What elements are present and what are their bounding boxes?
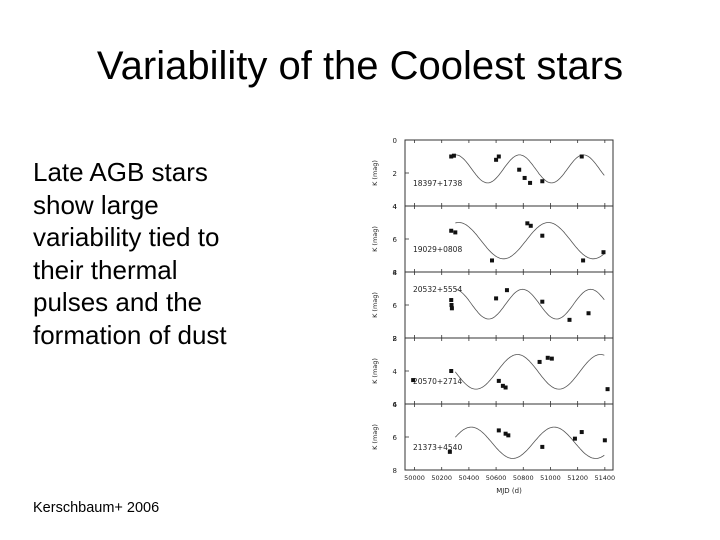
bullet-text: Late AGB stars show large variability ti… <box>33 156 353 351</box>
x-tick-label: 50400 <box>459 474 480 482</box>
panel-frame <box>404 337 614 405</box>
y-tick-label: 6 <box>393 401 398 409</box>
bullet-line: variability tied to <box>33 222 220 252</box>
data-point <box>449 298 454 303</box>
y-tick-label: 8 <box>393 269 397 277</box>
data-point <box>528 223 533 228</box>
fit-curve <box>455 222 605 260</box>
y-axis-label: K (mag) <box>371 292 379 318</box>
star-name: 20532+5554 <box>413 285 462 294</box>
x-tick-label: 51000 <box>540 474 561 482</box>
data-point <box>567 317 572 322</box>
data-point <box>601 250 606 255</box>
slide-title: Variability of the Coolest stars <box>96 44 624 88</box>
y-tick-label: 4 <box>393 203 398 211</box>
data-point <box>453 230 458 235</box>
y-tick-label: 6 <box>393 434 398 442</box>
data-point <box>540 299 545 304</box>
data-point <box>411 378 416 383</box>
data-point <box>449 306 454 311</box>
data-point <box>494 157 499 162</box>
x-tick-label: 51200 <box>567 474 588 482</box>
data-point <box>503 385 508 390</box>
y-tick-label: 4 <box>393 269 398 277</box>
y-axis-label: K (mag) <box>371 424 379 450</box>
data-point <box>540 179 545 184</box>
data-point <box>549 356 554 361</box>
data-point <box>506 433 511 438</box>
data-point <box>586 311 591 316</box>
y-tick-label: 4 <box>393 401 398 409</box>
star-name: 18397+1738 <box>413 179 462 188</box>
data-point <box>503 431 508 436</box>
data-point <box>545 355 550 360</box>
data-point <box>522 175 527 180</box>
data-point <box>449 303 454 307</box>
panel-frame <box>404 271 614 339</box>
fit-curve <box>454 354 605 390</box>
data-point <box>579 154 584 159</box>
star-name: 21373+4540 <box>413 443 462 452</box>
data-point <box>496 154 501 159</box>
fit-curve <box>455 154 605 184</box>
data-point <box>447 449 452 454</box>
data-point <box>494 296 499 301</box>
y-tick-label: 8 <box>393 467 397 475</box>
y-tick-label: 6 <box>393 302 398 310</box>
data-point <box>500 383 505 388</box>
bullet-line: show large <box>33 189 159 220</box>
data-point <box>579 430 584 435</box>
y-tick-label: 4 <box>393 368 398 376</box>
y-tick-label: 2 <box>393 335 397 343</box>
y-tick-label: 0 <box>393 137 397 145</box>
panel-frame <box>404 139 614 207</box>
x-tick-label: 50000 <box>404 474 425 482</box>
data-point <box>449 228 454 233</box>
data-point <box>540 444 545 449</box>
y-axis-label: K (mag) <box>371 226 379 252</box>
fit-curve <box>455 426 605 459</box>
data-point <box>496 428 501 433</box>
data-point <box>581 258 586 263</box>
data-point <box>496 378 501 383</box>
data-point <box>528 180 533 185</box>
x-tick-label: 50800 <box>513 474 534 482</box>
bullet-line: pulses and the <box>33 287 203 317</box>
star-name: 19029+0808 <box>413 245 462 254</box>
y-tick-label: 2 <box>393 170 397 178</box>
x-tick-label: 50600 <box>486 474 507 482</box>
bullet-line: formation of dust <box>33 319 227 350</box>
citation: Kerschbaum+ 2006 <box>33 500 160 516</box>
y-axis-label: K (mag) <box>371 160 379 186</box>
data-point <box>449 154 454 159</box>
bullet-line: their thermal <box>33 254 178 285</box>
data-point <box>602 438 607 443</box>
x-axis-label: MJD (d) <box>496 487 522 495</box>
y-tick-label: 8 <box>393 335 397 343</box>
x-tick-label: 51400 <box>594 474 615 482</box>
x-tick-label: 50200 <box>431 474 452 482</box>
data-point <box>525 221 530 226</box>
data-point <box>605 387 610 392</box>
data-point <box>504 288 509 293</box>
y-axis-label: K (mag) <box>371 358 379 384</box>
fit-curve <box>455 288 605 320</box>
data-point <box>451 153 456 158</box>
data-point <box>572 436 577 441</box>
data-point <box>540 233 545 238</box>
star-name: 20570+2714 <box>413 377 462 386</box>
y-tick-label: 4 <box>393 203 398 211</box>
data-point <box>517 167 522 172</box>
bullet-line: Late AGB stars <box>33 157 208 187</box>
data-point <box>449 369 454 373</box>
y-tick-label: 6 <box>393 236 398 244</box>
data-point <box>490 258 495 263</box>
data-point <box>537 359 542 364</box>
